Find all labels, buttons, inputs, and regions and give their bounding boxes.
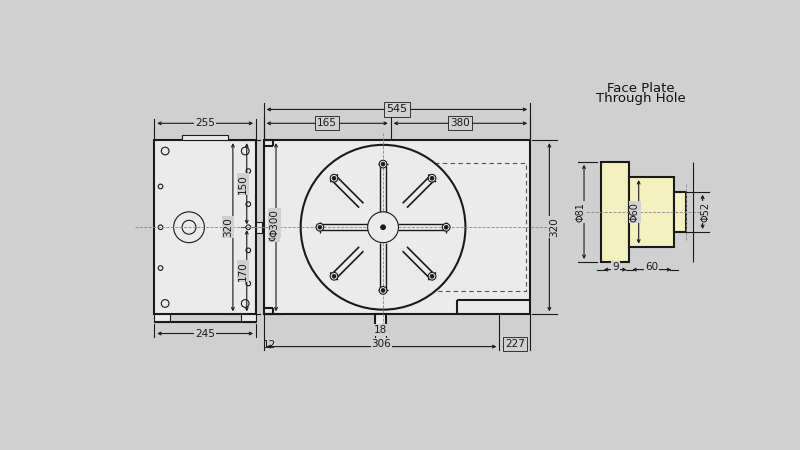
Circle shape [182,220,196,234]
Circle shape [428,175,436,182]
Circle shape [330,175,338,182]
Circle shape [430,274,434,278]
Circle shape [246,248,250,252]
Bar [674,192,686,232]
Text: 9: 9 [612,262,618,272]
Text: Φ300: Φ300 [269,213,278,241]
Circle shape [379,287,387,294]
Circle shape [318,225,322,229]
Bar [154,140,256,314]
Bar [375,314,386,325]
Circle shape [330,272,338,280]
Text: 320: 320 [549,217,559,237]
Circle shape [158,184,163,189]
Text: 18: 18 [374,325,387,335]
Text: 245: 245 [195,328,215,338]
Text: 150: 150 [238,174,248,194]
Text: 165: 165 [318,118,337,128]
Text: Face Plate: Face Plate [607,82,675,95]
Text: 545: 545 [386,104,407,114]
Circle shape [379,160,387,168]
Text: Through Hole: Through Hole [596,92,686,105]
Circle shape [428,272,436,280]
Bar [241,314,256,322]
Circle shape [332,176,336,180]
Bar [630,177,674,247]
Circle shape [162,147,169,155]
Circle shape [246,169,250,173]
Circle shape [444,225,448,229]
Bar [256,222,262,233]
Circle shape [442,223,450,231]
Circle shape [316,223,324,231]
Text: 60: 60 [646,262,658,272]
Circle shape [332,274,336,278]
Circle shape [242,300,249,307]
Text: 306: 306 [372,339,391,349]
Text: 170: 170 [238,261,248,281]
Bar [264,140,530,314]
Text: Φ60: Φ60 [630,202,640,222]
Text: Φ52: Φ52 [701,202,710,222]
Text: Φ300: Φ300 [270,209,279,237]
Circle shape [430,176,434,180]
Circle shape [246,225,250,230]
Bar [601,162,630,262]
Bar [182,135,228,140]
Circle shape [246,281,250,286]
Circle shape [174,212,205,243]
Circle shape [158,266,163,270]
Circle shape [242,147,249,155]
Circle shape [381,225,386,230]
Circle shape [381,162,385,166]
Circle shape [162,300,169,307]
Circle shape [301,145,466,310]
Text: 255: 255 [195,118,215,128]
Circle shape [368,212,398,243]
Text: Φ81: Φ81 [575,202,585,222]
Text: 320: 320 [223,217,234,237]
Text: 380: 380 [450,118,470,128]
Circle shape [158,225,163,230]
Bar [390,163,526,291]
Circle shape [381,288,385,292]
Circle shape [246,202,250,207]
Text: 227: 227 [505,339,525,349]
Text: 12: 12 [263,340,277,350]
Bar [154,314,170,322]
